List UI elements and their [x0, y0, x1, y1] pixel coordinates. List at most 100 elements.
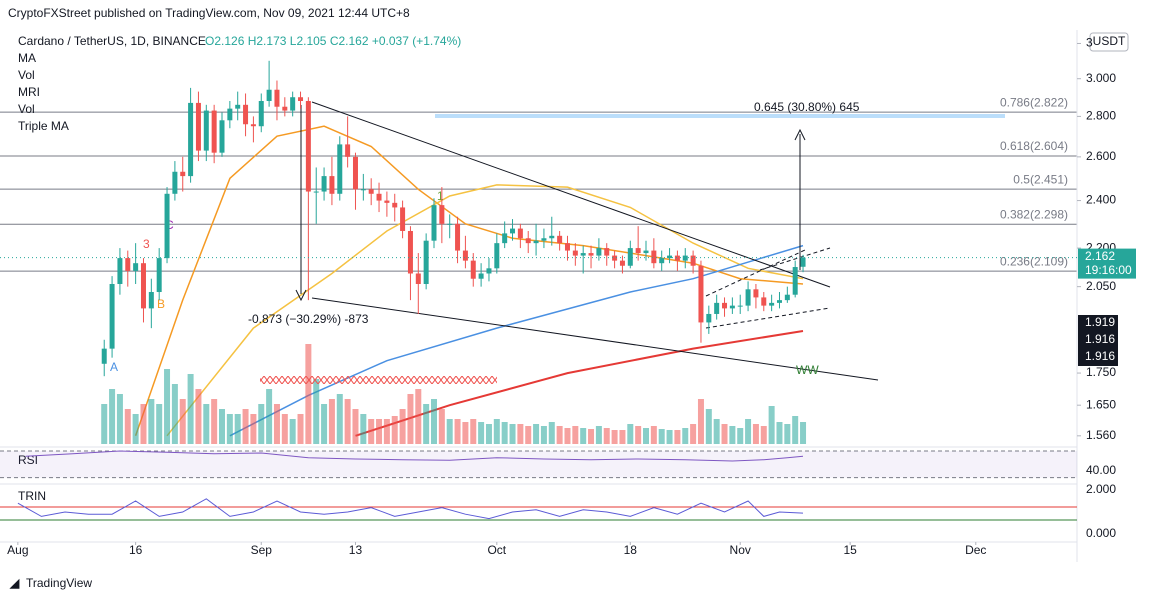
volume-bar — [792, 416, 799, 444]
candle-body — [211, 110, 217, 153]
candle-body — [502, 233, 508, 244]
price-label-box — [1078, 332, 1118, 349]
channel-upper — [759, 247, 831, 271]
indicator-label: Vol — [18, 102, 35, 116]
volume-bar — [360, 414, 367, 444]
candle-body — [125, 258, 131, 271]
volume-bar — [273, 404, 280, 444]
candle-body — [761, 297, 767, 306]
volume-bar — [800, 422, 807, 444]
wedge-upper — [311, 101, 831, 288]
trin-tick-label: 2.000 — [1086, 482, 1116, 496]
volume-bar — [580, 428, 587, 444]
volume-bar — [399, 409, 406, 444]
candle-body — [517, 228, 523, 239]
volume-bar — [470, 419, 477, 444]
volume-bar — [721, 424, 728, 444]
candle-body — [360, 189, 366, 191]
candle-body — [619, 260, 625, 266]
candle-body — [203, 110, 209, 151]
candle-body — [722, 302, 728, 309]
candle-body — [753, 289, 759, 298]
candle-body — [235, 104, 241, 109]
volume-bar — [737, 428, 744, 444]
candle-body — [494, 243, 500, 269]
fib-label: 0.236(2.109) — [1000, 254, 1068, 268]
currency[interactable]: USDT — [1093, 34, 1126, 48]
candle-body — [188, 102, 194, 177]
volume-bar — [266, 389, 273, 444]
x-tick-label: 13 — [349, 543, 363, 557]
volume-bar — [509, 424, 516, 444]
price-label-box — [1078, 349, 1118, 366]
candle-body — [274, 89, 280, 107]
candle-body — [470, 260, 476, 279]
ohlc-value: O2.126 — [205, 34, 245, 48]
volume-bar — [666, 430, 673, 444]
candle-body — [180, 171, 186, 177]
brand: TradingView — [26, 576, 92, 590]
candle-body — [352, 156, 358, 190]
volume-bar — [391, 416, 398, 444]
candle-body — [313, 191, 319, 193]
volume-bar — [729, 426, 736, 444]
brand: ◢ — [9, 576, 20, 590]
ohlc-change: +0.037 (+1.74%) — [372, 34, 461, 48]
pane-title: RSI — [18, 453, 38, 467]
volume-bar — [595, 426, 602, 444]
volume-bar — [368, 419, 375, 444]
fib-label: 0.786(2.822) — [1000, 95, 1068, 109]
volume-bar — [281, 414, 288, 444]
candle-body — [612, 255, 618, 261]
volume-bar — [540, 426, 547, 444]
candle-body — [423, 240, 429, 284]
volume-bar — [124, 409, 131, 444]
y-tick-label: 2.800 — [1086, 109, 1116, 123]
candle-body — [400, 207, 406, 231]
currency-box[interactable] — [1089, 32, 1129, 52]
x-tick-label: Dec — [965, 543, 986, 557]
price-label: 1.916 — [1085, 332, 1115, 346]
trin-line — [17, 498, 804, 520]
candle-body — [329, 176, 335, 194]
volume-bar — [344, 399, 351, 444]
pattern-marks — [260, 376, 497, 384]
candle-body — [172, 171, 178, 194]
volume-bar — [164, 369, 171, 444]
volume-bar — [407, 394, 414, 444]
y-tick-label: 2.400 — [1086, 193, 1116, 207]
candle-body — [439, 205, 445, 224]
x-tick-label: Oct — [487, 543, 506, 557]
y-tick-label: 1.560 — [1086, 428, 1116, 442]
wave-label: B — [157, 297, 165, 311]
y-tick-label: 3.000 — [1086, 71, 1116, 85]
indicator-label: Vol — [18, 68, 35, 82]
candle-body — [321, 176, 327, 192]
volume-bar — [572, 426, 579, 444]
volume-bar — [627, 424, 634, 444]
volume-bar — [611, 430, 618, 444]
candle-body — [345, 144, 351, 157]
candle-body — [290, 97, 296, 111]
volume-bar — [658, 429, 665, 444]
ohlc-value: C2.162 — [330, 34, 369, 48]
volume-bar — [454, 419, 461, 444]
candle-body — [769, 302, 775, 306]
target-zone — [435, 114, 1005, 118]
candle-body — [164, 193, 170, 259]
y-tick-label: 2.600 — [1086, 149, 1116, 163]
volume-bar — [242, 409, 249, 444]
candle-body — [698, 265, 704, 323]
candle-body — [745, 289, 751, 306]
measure-label: -0.873 (−30.29%) -873 — [248, 312, 369, 326]
rsi-line — [25, 450, 804, 462]
volume-bar — [462, 422, 469, 444]
candle-body — [510, 228, 516, 234]
candle-body — [706, 313, 712, 323]
rsi-band — [0, 451, 1077, 478]
volume-bar — [195, 389, 202, 444]
candle-body — [266, 89, 272, 102]
volume-bar — [548, 422, 555, 444]
candle-body — [337, 144, 343, 194]
candle-body — [376, 193, 382, 201]
